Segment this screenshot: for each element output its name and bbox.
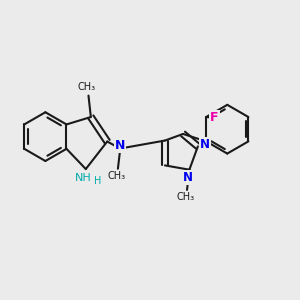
Text: N: N [183,171,193,184]
Text: N: N [115,139,125,152]
Text: CH₃: CH₃ [176,192,195,202]
Text: CH₃: CH₃ [78,82,96,92]
Text: F: F [210,111,219,124]
Text: H: H [94,176,101,186]
Text: N: N [200,138,210,152]
Text: CH₃: CH₃ [107,171,125,181]
Text: NH: NH [74,173,91,183]
